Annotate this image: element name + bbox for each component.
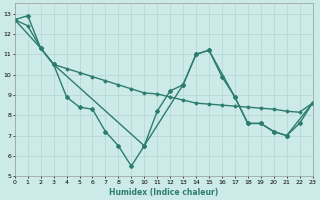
X-axis label: Humidex (Indice chaleur): Humidex (Indice chaleur)	[109, 188, 218, 197]
